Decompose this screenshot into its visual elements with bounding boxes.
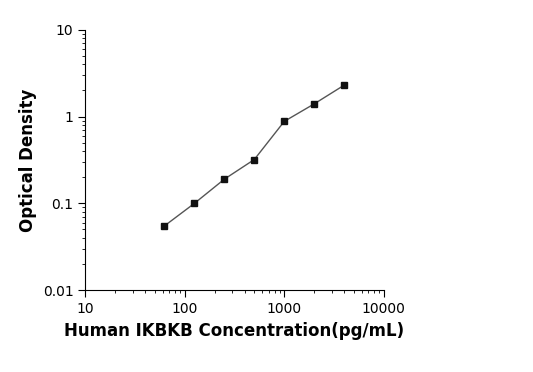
X-axis label: Human IKBKB Concentration(pg/mL): Human IKBKB Concentration(pg/mL) — [64, 321, 405, 340]
Y-axis label: Optical Density: Optical Density — [19, 88, 37, 232]
